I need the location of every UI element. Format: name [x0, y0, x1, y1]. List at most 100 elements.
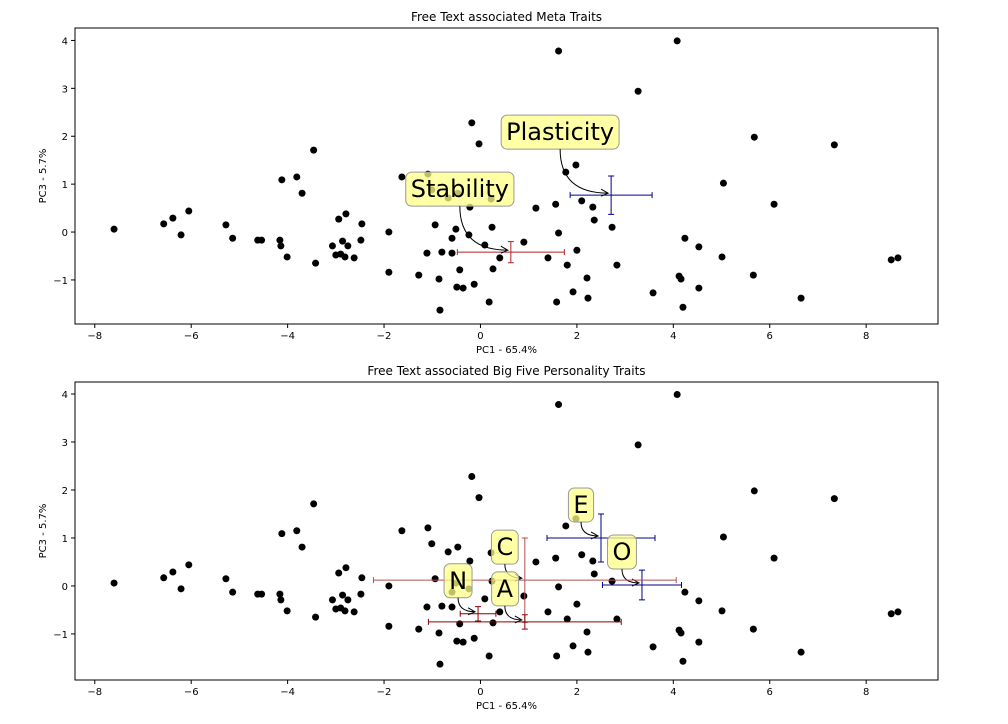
x-tick-label: −6 [184, 687, 199, 698]
annotation-arrow [459, 206, 509, 254]
annotation-arrow [457, 597, 477, 616]
y-error-bar [597, 513, 604, 563]
point [423, 603, 431, 611]
point [488, 223, 496, 231]
point [398, 527, 406, 535]
point [283, 607, 291, 615]
point [448, 603, 456, 611]
point [770, 200, 778, 208]
annotation-arrow [504, 605, 523, 624]
point [673, 37, 681, 45]
point [475, 140, 483, 148]
x-tick-label: 4 [670, 687, 676, 698]
point [258, 590, 266, 598]
point [555, 47, 563, 55]
point [590, 216, 598, 224]
x-tick-label: −4 [280, 687, 295, 698]
point [496, 254, 504, 262]
point [496, 608, 504, 616]
point [719, 179, 727, 187]
point [169, 568, 177, 576]
point [229, 234, 237, 242]
point [398, 173, 406, 181]
point [677, 275, 685, 283]
y-tick-label: 4 [62, 36, 68, 47]
point [339, 237, 347, 245]
x-tick-label: −2 [377, 331, 392, 342]
point [344, 596, 352, 604]
point [423, 249, 431, 257]
point [278, 176, 286, 184]
point [894, 608, 902, 616]
annotation-label: A [497, 575, 514, 603]
point [459, 284, 467, 292]
y-tick-label: −1 [53, 276, 68, 287]
x-tick-label: 0 [477, 687, 483, 698]
point [695, 638, 703, 646]
point [520, 238, 528, 246]
y-tick-label: 2 [62, 486, 68, 497]
point [160, 574, 168, 582]
point [470, 280, 478, 288]
point [185, 207, 193, 215]
point [436, 660, 444, 668]
point [677, 629, 685, 637]
point [584, 648, 592, 656]
point [335, 569, 343, 577]
point [608, 577, 616, 585]
point [293, 173, 301, 181]
x-tick-label: 4 [670, 331, 676, 342]
y-error-bar [608, 175, 615, 215]
point [385, 268, 393, 276]
x-tick-label: 2 [574, 331, 580, 342]
point [276, 590, 284, 598]
point [342, 210, 350, 218]
point [278, 530, 286, 538]
x-tick-label: −8 [87, 331, 102, 342]
point [552, 554, 560, 562]
x-tick-label: 8 [863, 687, 869, 698]
point [544, 254, 552, 262]
point [258, 236, 266, 244]
point [578, 197, 586, 205]
point [448, 249, 456, 257]
point [569, 288, 577, 296]
y-tick-label: 1 [62, 180, 68, 191]
annotation-label: Stability [411, 175, 509, 203]
point [415, 271, 423, 279]
point [489, 619, 497, 627]
point [415, 625, 423, 633]
point [520, 592, 528, 600]
point [438, 248, 446, 256]
point [435, 629, 443, 637]
point [544, 608, 552, 616]
x-tick-label: −2 [377, 687, 392, 698]
point [310, 500, 318, 508]
point [613, 615, 621, 623]
point [298, 189, 306, 197]
point [797, 294, 805, 302]
point [436, 306, 444, 314]
point [532, 204, 540, 212]
point [424, 524, 432, 532]
point [276, 236, 284, 244]
point [750, 487, 758, 495]
point [555, 583, 563, 591]
plot-frame [74, 27, 939, 325]
point [277, 242, 285, 250]
y-axis-label: PC3 - 5.7% [38, 149, 49, 204]
point [750, 133, 758, 141]
point [481, 595, 489, 603]
x-tick-label: 6 [767, 331, 773, 342]
point [681, 588, 689, 596]
point [563, 615, 571, 623]
point [649, 289, 657, 297]
point [431, 221, 439, 229]
chart-title: Free Text associated Big Five Personalit… [367, 364, 645, 378]
point [169, 214, 177, 222]
point [481, 241, 489, 249]
point [222, 575, 230, 583]
point [456, 266, 464, 274]
plot-frame [74, 381, 939, 681]
point [222, 221, 230, 229]
